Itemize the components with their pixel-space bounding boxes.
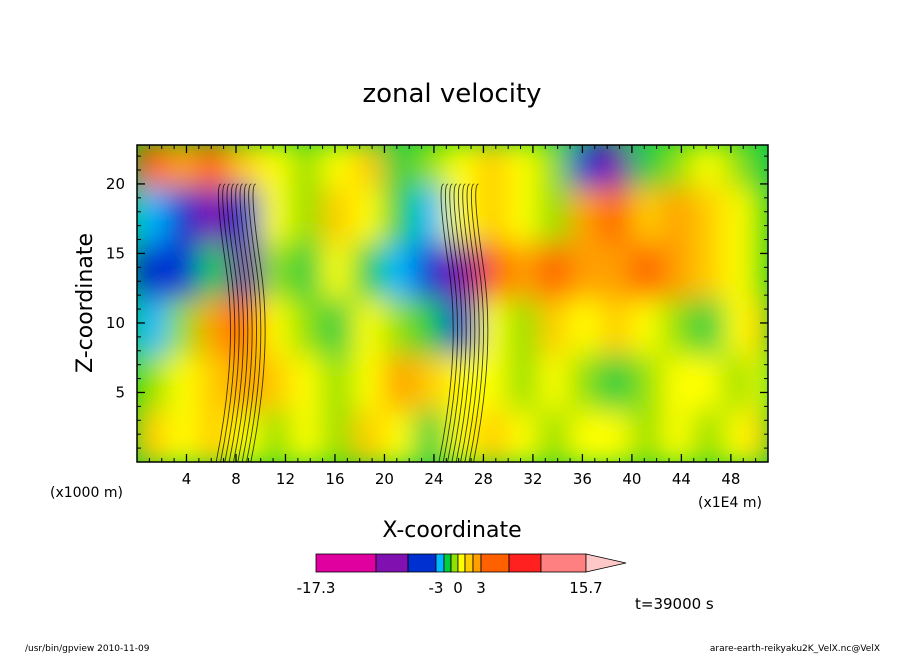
- colorbar-segment: [375, 553, 409, 573]
- time-label: t=39000 s: [635, 595, 714, 613]
- footer-left: /usr/bin/gpview 2010-11-09: [25, 644, 150, 654]
- x-tick-label: 16: [325, 470, 344, 488]
- contour-streak: [237, 183, 253, 462]
- field-cell: [751, 179, 768, 244]
- y-tick-label: 15: [106, 244, 125, 262]
- x-axis-label: X-coordinate: [382, 518, 521, 543]
- x-tick-label: 8: [231, 470, 241, 488]
- contour-streak: [224, 183, 240, 462]
- colorbar-segment: [480, 553, 510, 573]
- contour-streak: [220, 183, 236, 462]
- field-cell: [751, 291, 768, 355]
- contour-streak: [438, 183, 454, 462]
- colorbar-segment: [407, 553, 437, 573]
- contour-streak: [228, 183, 244, 462]
- colorbar-segment: [464, 553, 474, 573]
- y-axis-label: Z-coordinate: [73, 233, 98, 373]
- colorbar-labels: -17.3 -3 0 3 15.7: [297, 579, 603, 597]
- contour-field: [137, 145, 768, 462]
- y-tick-label: 10: [106, 314, 125, 332]
- colorbar-segment: [435, 553, 445, 573]
- chart-title: zonal velocity: [362, 79, 541, 109]
- contour-streak: [468, 183, 484, 462]
- x-tick-label: 32: [523, 470, 542, 488]
- colorbar-segment: [457, 553, 466, 573]
- plot-frame: [136, 144, 769, 463]
- contour-streak: [246, 183, 262, 462]
- y-axis: 5 10 15 20: [106, 155, 768, 449]
- x-tick-label: 20: [375, 470, 394, 488]
- contour-streak: [250, 183, 266, 462]
- colorbar-label: 3: [476, 579, 486, 597]
- x-axis: 4 8 12 16 20 24 28 32 36 40 44 48: [148, 145, 757, 488]
- colorbar-segment: [540, 553, 587, 573]
- contour-streak: [233, 183, 249, 462]
- colorbar-label: 0: [453, 579, 463, 597]
- x-tick-label: 44: [672, 470, 691, 488]
- contour-streak: [473, 183, 489, 462]
- colorbar-segment: [450, 553, 459, 573]
- field-cell: [751, 346, 768, 411]
- colorbar-label: -3: [429, 579, 444, 597]
- x-tick-label: 40: [622, 470, 641, 488]
- x-tick-label: 28: [474, 470, 493, 488]
- x-unit-right: (x1E4 m): [698, 495, 762, 511]
- contour-streak: [447, 183, 463, 462]
- y-tick-label: 20: [106, 175, 125, 193]
- contour-streak: [455, 183, 471, 462]
- colorbar-segment: [443, 553, 452, 573]
- field-cell: [751, 235, 768, 300]
- contour-lines: [215, 183, 489, 462]
- x-tick-label: 48: [721, 470, 740, 488]
- colorbar-segment: [315, 553, 377, 573]
- field-cell: [751, 145, 768, 188]
- contour-streak: [460, 183, 476, 462]
- contour-streak: [451, 183, 467, 462]
- x-unit-left: (x1000 m): [50, 485, 123, 501]
- colorbar-label: -17.3: [297, 579, 336, 597]
- colorbar-label: 15.7: [569, 579, 602, 597]
- x-tick-label: 4: [182, 470, 192, 488]
- y-tick-label: 5: [115, 383, 125, 401]
- contour-streak: [215, 183, 231, 462]
- x-tick-label: 36: [573, 470, 592, 488]
- colorbar: [315, 553, 627, 573]
- contour-streak: [464, 183, 480, 462]
- contour-streak: [442, 183, 458, 462]
- x-tick-label: 24: [424, 470, 443, 488]
- colorbar-extension: [585, 553, 627, 573]
- footer-right: arare-earth-reikyaku2K_VelX.nc@VelX: [710, 644, 880, 654]
- colorbar-segment: [508, 553, 542, 573]
- field-cells: [137, 145, 768, 462]
- field-cell: [751, 402, 768, 462]
- contour-streak: [241, 183, 257, 462]
- colorbar-segment: [472, 553, 482, 573]
- x-tick-label: 12: [276, 470, 295, 488]
